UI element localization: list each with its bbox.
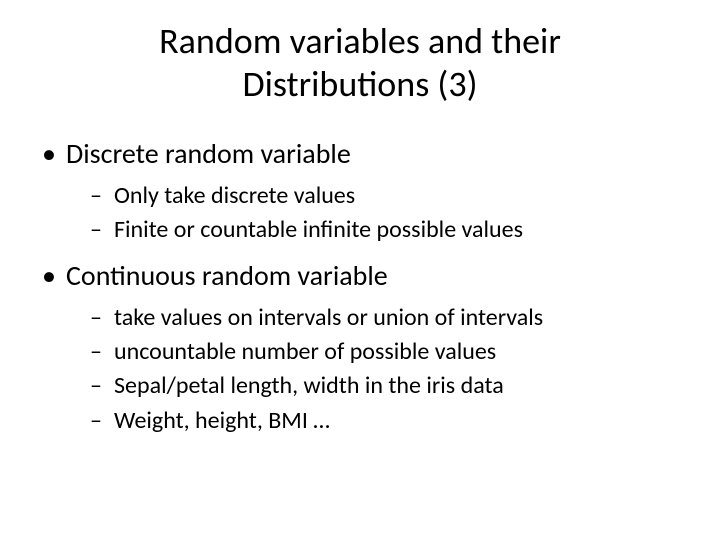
slide-content: Discrete random variable Only take discr… bbox=[30, 134, 690, 437]
bullet-level1: Discrete random variable bbox=[38, 134, 690, 173]
bullet-level1: Continuous random variable bbox=[38, 256, 690, 295]
bullet-level2: Sepal/petal length, width in the iris da… bbox=[38, 370, 690, 402]
bullet-level2: Weight, height, BMI … bbox=[38, 405, 690, 437]
section-1: Discrete random variable Only take discr… bbox=[38, 134, 690, 246]
slide-title: Random variables and their Distributions… bbox=[70, 20, 650, 106]
bullet-level2: Finite or countable infinite possible va… bbox=[38, 214, 690, 246]
title-line-2: Distributions (3) bbox=[242, 62, 477, 106]
bullet-level2: take values on intervals or union of int… bbox=[38, 302, 690, 334]
section-2: Continuous random variable take values o… bbox=[38, 256, 690, 437]
title-line-1: Random variables and their bbox=[159, 19, 561, 63]
bullet-level2: uncountable number of possible values bbox=[38, 336, 690, 368]
bullet-level2: Only take discrete values bbox=[38, 180, 690, 212]
